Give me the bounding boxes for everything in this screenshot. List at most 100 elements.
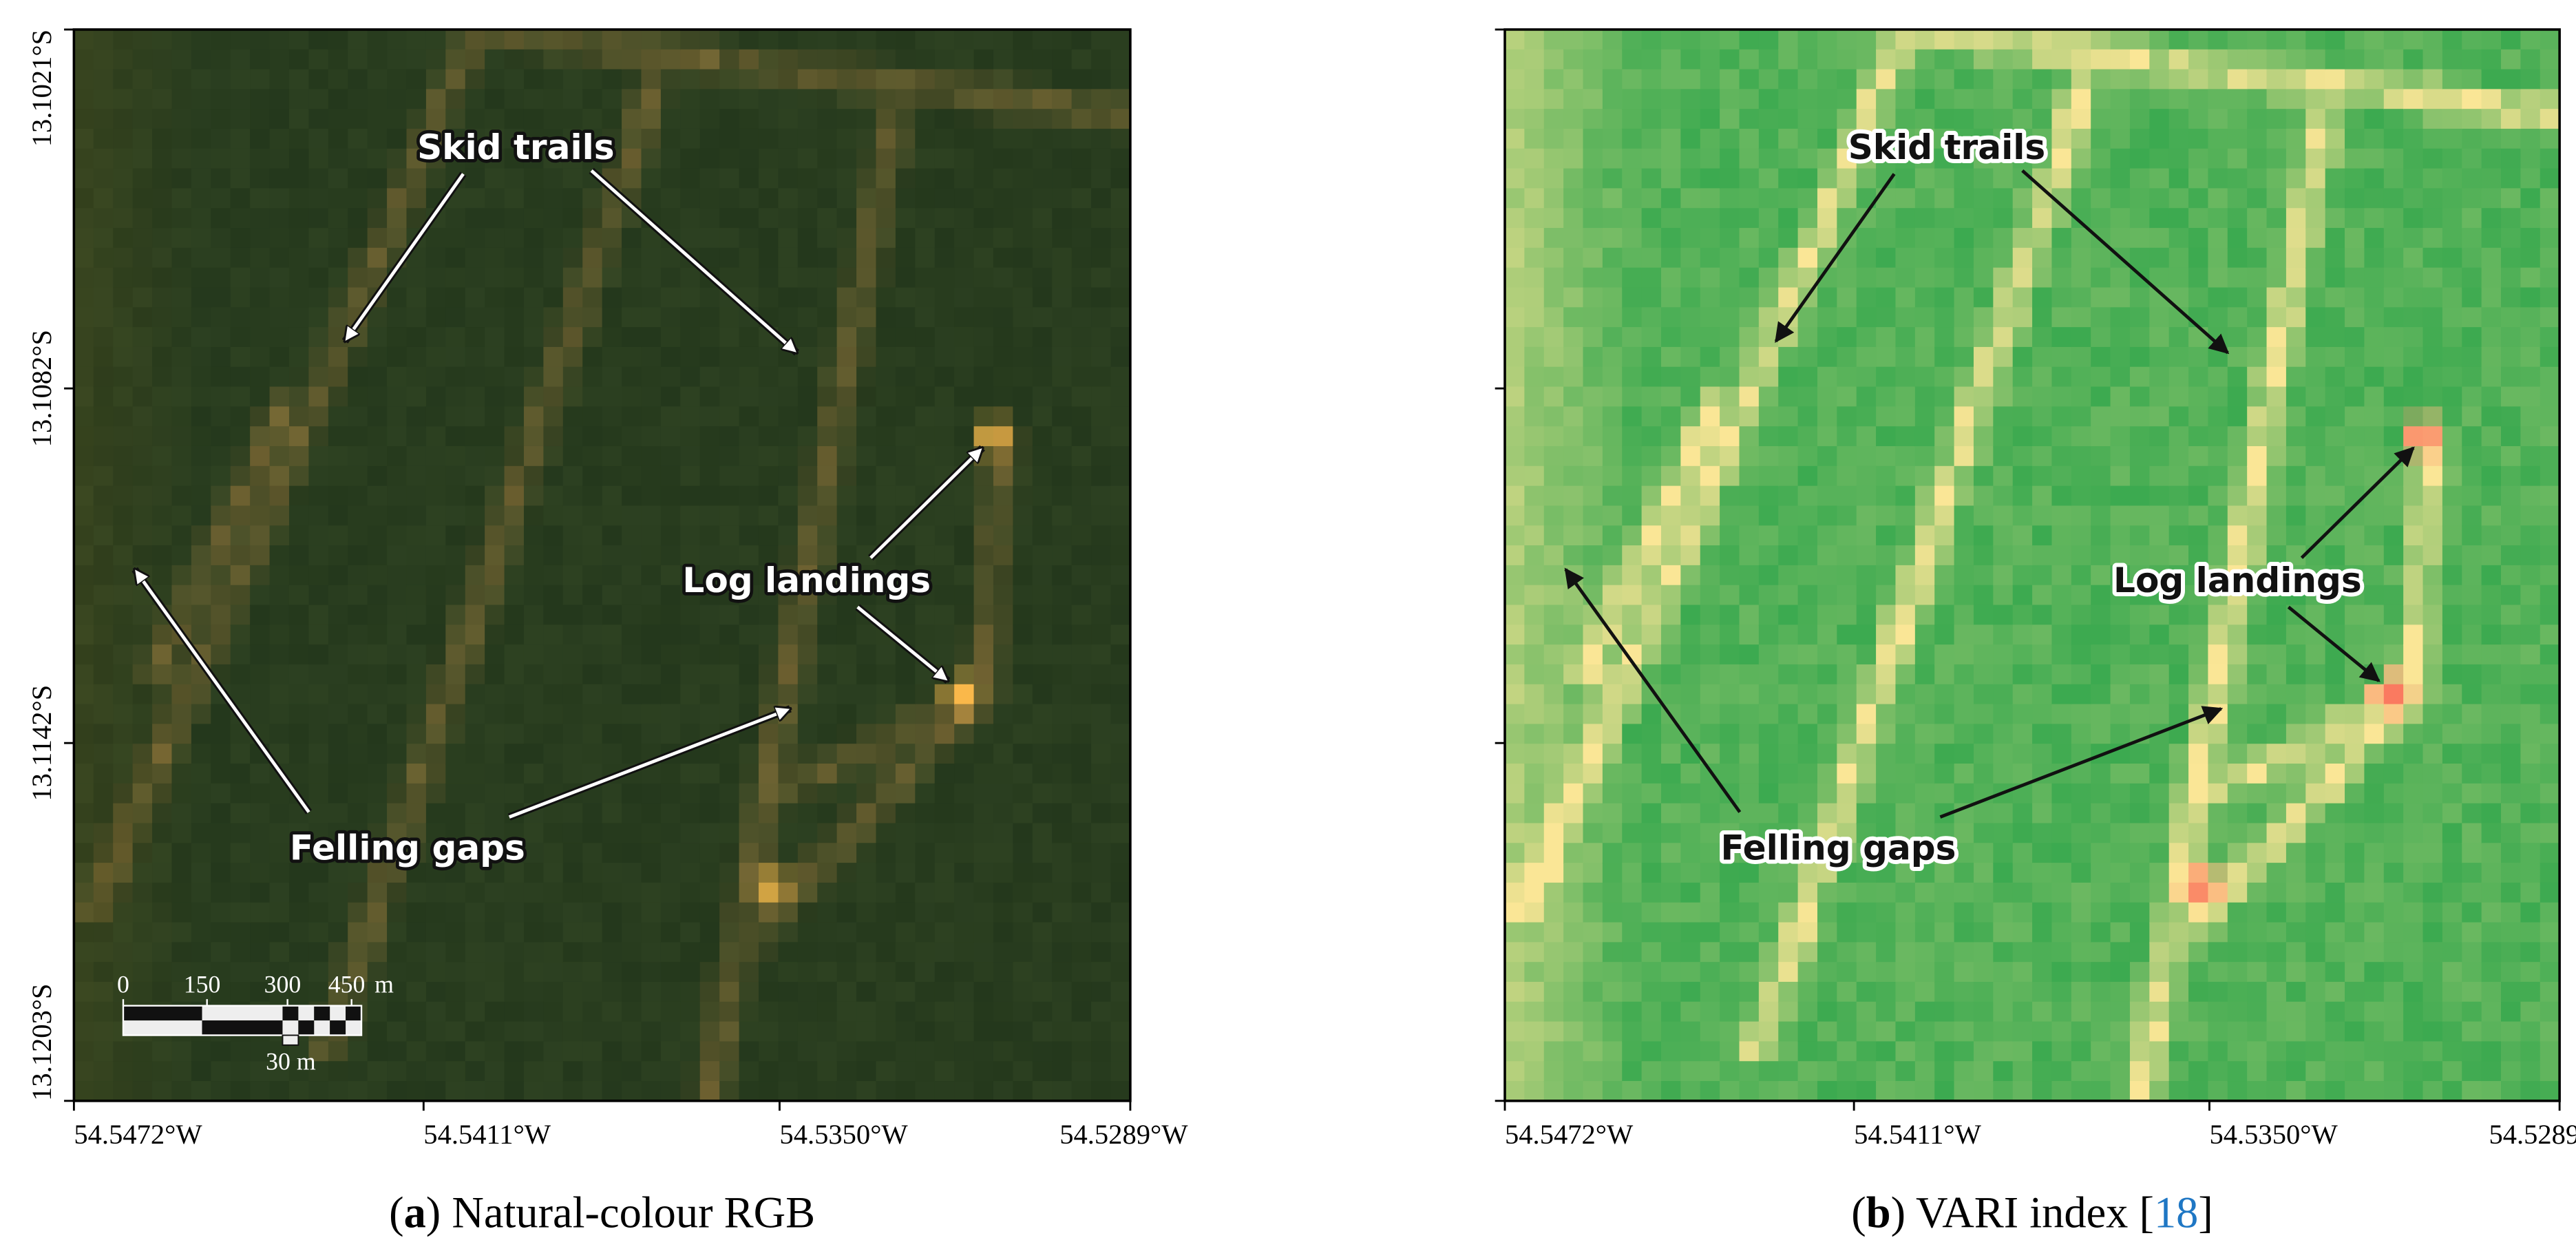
pixel [2012, 69, 2034, 90]
pixel [1660, 128, 1682, 150]
pixel [1817, 208, 1838, 229]
pixel [1778, 981, 1799, 1003]
pixel [954, 605, 975, 626]
pixel [1837, 803, 1858, 824]
pixel [1993, 1021, 2014, 1042]
pixel [817, 545, 838, 567]
pixel [1660, 267, 1682, 288]
pixel [445, 704, 467, 725]
pixel [465, 803, 486, 824]
pixel [288, 327, 310, 348]
pixel [876, 803, 897, 824]
pixel [269, 724, 291, 745]
pixel [1543, 1061, 1565, 1082]
pixel [1602, 981, 1623, 1003]
pixel [445, 287, 467, 308]
pixel [1602, 1041, 1623, 1062]
pixel [778, 803, 799, 824]
pixel [1013, 505, 1034, 527]
pixel [2149, 109, 2171, 130]
pixel [1973, 942, 1994, 963]
pixel [1856, 981, 1877, 1003]
pixel [641, 585, 662, 606]
pixel [2129, 287, 2151, 308]
pixel [602, 981, 623, 1003]
pixel [1700, 724, 1721, 745]
pixel [1583, 1021, 1604, 1042]
pixel [250, 346, 271, 368]
pixel [1817, 89, 1838, 110]
pixel [1934, 843, 1956, 864]
pixel [93, 287, 114, 308]
pixel [2071, 764, 2092, 785]
pixel [485, 624, 505, 646]
pixel [856, 465, 877, 487]
pixel [132, 1061, 154, 1082]
pixel [1110, 346, 1132, 368]
pixel [719, 644, 740, 666]
pixel [230, 188, 251, 209]
pixel [993, 981, 1014, 1003]
pixel [797, 981, 819, 1003]
pixel [406, 327, 427, 348]
pixel [797, 445, 819, 468]
pixel [1524, 565, 1545, 587]
pixel [191, 465, 212, 487]
pixel [387, 823, 408, 844]
pixel [211, 585, 232, 606]
pixel [758, 545, 779, 567]
pixel [660, 1041, 682, 1062]
pixel [915, 445, 936, 468]
pixel [699, 882, 721, 904]
pixel [425, 267, 447, 288]
pixel [660, 704, 682, 725]
pixel [152, 307, 173, 328]
pixel [1914, 208, 1936, 229]
pixel [758, 902, 779, 923]
pixel [973, 49, 995, 70]
pixel [739, 605, 760, 626]
pixel [2208, 545, 2229, 567]
pixel [993, 962, 1014, 983]
pixel [1895, 744, 1917, 765]
pixel [1583, 168, 1604, 189]
pixel [1680, 843, 1702, 864]
pixel [915, 128, 936, 150]
pixel [1876, 565, 1897, 587]
pixel [1110, 89, 1132, 110]
pixel [152, 465, 173, 487]
pixel [934, 287, 956, 308]
pixel [1739, 525, 1760, 547]
pixel [1895, 188, 1917, 209]
pixel [425, 247, 447, 269]
pixel [993, 465, 1014, 487]
pixel [211, 89, 232, 110]
pixel [719, 406, 740, 428]
pixel [797, 1021, 819, 1042]
pixel [1856, 843, 1877, 864]
pixel [1876, 128, 1897, 150]
pixel [2091, 1041, 2111, 1062]
pixel [797, 764, 819, 785]
pixel [1895, 346, 1917, 368]
pixel [622, 922, 642, 943]
pixel [1934, 624, 1956, 646]
pixel [1797, 366, 1819, 388]
pixel [485, 664, 505, 686]
pixel [1091, 981, 1112, 1003]
pixel [465, 664, 486, 686]
satellite-image [1505, 29, 2561, 1102]
pixel [308, 1061, 330, 1082]
pixel [113, 128, 134, 150]
pixel [622, 346, 642, 368]
pixel [2129, 1041, 2151, 1062]
pixel [1660, 307, 1682, 328]
pixel [504, 545, 525, 567]
pixel [1563, 764, 1584, 785]
pixel [308, 366, 330, 388]
pixel [328, 545, 349, 567]
pixel [817, 1001, 838, 1023]
pixel [113, 327, 134, 348]
pixel [1895, 644, 1917, 666]
pixel [1524, 644, 1545, 666]
